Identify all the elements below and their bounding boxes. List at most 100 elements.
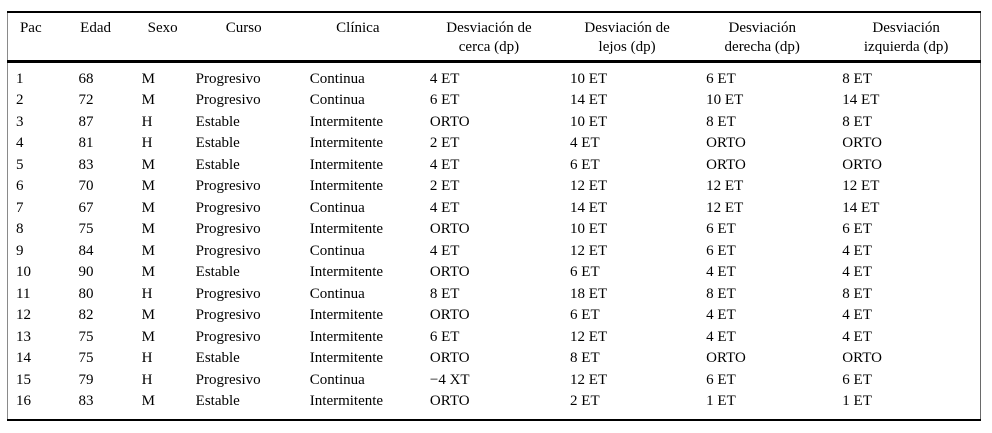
header-label: Curso xyxy=(225,20,262,36)
cell-desviacion-izquierda: 8 ET xyxy=(842,113,872,130)
cell-desviacion-cerca: ORTO xyxy=(429,221,470,237)
cell-curso: Progresivo xyxy=(195,92,261,108)
column-header-desviacion-izquierda: Desviación izquierda (dp) xyxy=(832,12,981,63)
table-row: 2 72 M Progresivo Continua 6 ET 14 ET 10 ET 14 E… xyxy=(8,90,981,112)
cell-desviacion-derecha: ORTO xyxy=(706,156,746,173)
cell-clinica: Intermitente xyxy=(309,307,384,323)
cell-clinica: Continua xyxy=(309,199,365,216)
cell-clinica: Intermitente xyxy=(309,113,384,130)
table-row: 15 79 H Progresivo Continua −4 XT 12 ET 6 ET 6 E… xyxy=(8,370,981,392)
cell-pac: 15 xyxy=(16,371,31,388)
header-label: Edad xyxy=(80,20,111,36)
cell-desviacion-izquierda: 6 ET xyxy=(842,221,872,237)
cell-desviacion-derecha: 12 ET xyxy=(706,199,744,216)
header-label: Desviación xyxy=(728,20,796,36)
cell-desviacion-izquierda: ORTO xyxy=(842,135,882,151)
cell-curso: Estable xyxy=(195,156,240,173)
cell-desviacion-derecha: 6 ET xyxy=(706,242,736,259)
cell-sexo: M xyxy=(141,221,155,237)
cell-pac: 1 xyxy=(16,70,24,87)
table-row: 4 81 H Estable Intermitente 2 ET 4 ET ORTO ORTO xyxy=(8,133,981,155)
cell-desviacion-izquierda: 14 ET xyxy=(842,199,880,216)
cell-desviacion-lejos: 14 ET xyxy=(570,199,608,216)
cell-clinica: Intermitente xyxy=(309,264,384,280)
cell-desviacion-lejos: 2 ET xyxy=(570,393,600,409)
column-header-edad: Edad xyxy=(53,12,138,63)
table-row: 16 83 M Estable Intermitente ORTO 2 ET 1 ET 1 ET xyxy=(8,391,981,420)
cell-desviacion-cerca: 6 ET xyxy=(429,92,460,108)
cell-pac: 12 xyxy=(16,307,31,323)
cell-pac: 6 xyxy=(16,178,24,194)
cell-desviacion-cerca: ORTO xyxy=(429,350,470,366)
cell-clinica: Continua xyxy=(309,70,365,87)
cell-desviacion-izquierda: 12 ET xyxy=(842,178,880,194)
table-row: 9 84 M Progresivo Continua 4 ET 12 ET 6 ET 4 ET xyxy=(8,241,981,263)
cell-desviacion-cerca: 4 ET xyxy=(429,70,460,87)
cell-desviacion-derecha: 8 ET xyxy=(706,113,736,130)
cell-desviacion-derecha: 1 ET xyxy=(706,393,736,409)
cell-curso: Progresivo xyxy=(195,285,261,302)
cell-sexo: H xyxy=(141,285,153,302)
cell-sexo: H xyxy=(141,135,153,151)
cell-pac: 4 xyxy=(16,135,24,151)
cell-sexo: M xyxy=(141,328,155,345)
column-header-clinica: Clínica xyxy=(299,12,416,63)
cell-pac: 7 xyxy=(16,199,24,216)
cell-desviacion-derecha: 6 ET xyxy=(706,221,736,237)
cell-pac: 13 xyxy=(16,328,31,345)
cell-edad: 75 xyxy=(78,350,94,366)
header-label: Desviación de xyxy=(584,20,670,36)
cell-edad: 87 xyxy=(78,113,94,130)
cell-desviacion-cerca: ORTO xyxy=(429,264,470,280)
table-row: 6 70 M Progresivo Intermitente 2 ET 12 ET 12 ET… xyxy=(8,176,981,198)
cell-sexo: M xyxy=(141,92,155,108)
cell-curso: Progresivo xyxy=(195,371,261,388)
cell-desviacion-lejos: 10 ET xyxy=(570,70,608,87)
header-label: Clínica xyxy=(336,20,380,36)
cell-pac: 5 xyxy=(16,156,24,173)
table-row: 5 83 M Estable Intermitente 4 ET 6 ET ORTO ORTO xyxy=(8,155,981,177)
cell-desviacion-lejos: 6 ET xyxy=(570,156,600,173)
cell-desviacion-lejos: 12 ET xyxy=(570,328,608,345)
cell-sexo: M xyxy=(141,70,155,87)
cell-clinica: Intermitente xyxy=(309,328,384,345)
cell-edad: 83 xyxy=(78,156,94,173)
cell-clinica: Intermitente xyxy=(309,135,384,151)
cell-desviacion-cerca: ORTO xyxy=(429,307,470,323)
cell-desviacion-izquierda: 6 ET xyxy=(842,371,872,388)
cell-desviacion-cerca: 4 ET xyxy=(429,156,460,173)
cell-curso: Estable xyxy=(195,350,240,366)
cell-clinica: Intermitente xyxy=(309,350,384,366)
cell-clinica: Intermitente xyxy=(309,221,384,237)
cell-pac: 9 xyxy=(16,242,24,259)
cell-curso: Progresivo xyxy=(195,178,261,194)
table-row: 14 75 H Estable Intermitente ORTO 8 ET ORTO ORTO xyxy=(8,348,981,370)
cell-pac: 2 xyxy=(16,92,24,108)
cell-edad: 90 xyxy=(78,264,94,280)
cell-curso: Progresivo xyxy=(195,242,261,259)
cell-clinica: Continua xyxy=(309,242,365,259)
table-header: Pac Edad Sexo Curso Clínica xyxy=(7,12,981,63)
cell-curso: Estable xyxy=(195,393,240,409)
cell-sexo: H xyxy=(141,350,153,366)
cell-sexo: H xyxy=(141,113,153,130)
cell-edad: 84 xyxy=(78,242,94,259)
cell-desviacion-lejos: 12 ET xyxy=(570,371,608,388)
column-header-sexo: Sexo xyxy=(137,12,188,63)
table-row: 3 87 H Estable Intermitente ORTO 10 ET 8 ET 8 ET xyxy=(8,112,981,134)
cell-curso: Progresivo xyxy=(195,307,261,323)
cell-curso: Progresivo xyxy=(195,328,261,345)
cell-curso: Estable xyxy=(195,264,240,280)
header-label: Sexo xyxy=(147,20,178,36)
cell-desviacion-lejos: 6 ET xyxy=(570,307,600,323)
cell-clinica: Intermitente xyxy=(309,178,384,194)
header-label: Desviación xyxy=(872,20,940,36)
header-label: Desviación de xyxy=(446,20,532,36)
table-body: 1 68 M Progresivo Continua 4 ET 10 ET 6 ET 8 ET 2… xyxy=(8,61,981,420)
cell-desviacion-cerca: 6 ET xyxy=(429,328,460,345)
cell-desviacion-lejos: 18 ET xyxy=(570,285,608,302)
cell-desviacion-izquierda: 4 ET xyxy=(842,242,872,259)
cell-sexo: M xyxy=(141,199,155,216)
cell-desviacion-izquierda: ORTO xyxy=(842,350,882,366)
